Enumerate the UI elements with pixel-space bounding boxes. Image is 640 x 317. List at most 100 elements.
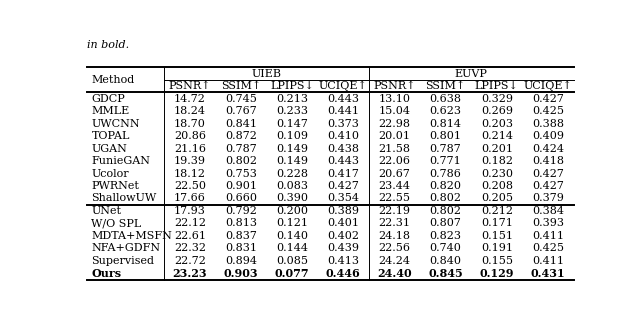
Text: 22.98: 22.98 [378, 119, 410, 128]
Text: 0.411: 0.411 [532, 256, 564, 266]
Text: 22.50: 22.50 [174, 181, 206, 191]
Text: 0.814: 0.814 [429, 119, 461, 128]
Text: EUVP: EUVP [455, 68, 488, 79]
Text: 0.379: 0.379 [532, 193, 564, 204]
Text: 0.802: 0.802 [429, 206, 461, 216]
Text: 0.903: 0.903 [223, 268, 259, 279]
Text: 22.32: 22.32 [174, 243, 206, 254]
Text: 20.01: 20.01 [378, 131, 410, 141]
Text: UCIQE↑: UCIQE↑ [524, 81, 572, 91]
Text: 0.083: 0.083 [276, 181, 308, 191]
Text: 22.06: 22.06 [378, 156, 410, 166]
Text: UWCNN: UWCNN [92, 119, 140, 128]
Text: TOPAL: TOPAL [92, 131, 130, 141]
Text: 0.354: 0.354 [327, 193, 359, 204]
Text: 23.44: 23.44 [378, 181, 410, 191]
Text: 0.085: 0.085 [276, 256, 308, 266]
Text: 0.393: 0.393 [532, 218, 564, 229]
Text: UNet: UNet [92, 206, 122, 216]
Text: 22.56: 22.56 [378, 243, 410, 254]
Text: 0.388: 0.388 [532, 119, 564, 128]
Text: 22.31: 22.31 [378, 218, 410, 229]
Text: 0.205: 0.205 [481, 193, 513, 204]
Text: 24.40: 24.40 [377, 268, 412, 279]
Text: 22.12: 22.12 [174, 218, 206, 229]
Text: 0.208: 0.208 [481, 181, 513, 191]
Text: 0.373: 0.373 [328, 119, 359, 128]
Text: 20.67: 20.67 [378, 169, 410, 178]
Text: 19.39: 19.39 [174, 156, 206, 166]
Text: 0.443: 0.443 [327, 94, 359, 104]
Text: 0.787: 0.787 [429, 144, 461, 153]
Text: Supervised: Supervised [92, 256, 154, 266]
Text: 0.427: 0.427 [532, 181, 564, 191]
Text: 0.269: 0.269 [481, 106, 513, 116]
Text: 0.413: 0.413 [327, 256, 359, 266]
Text: 0.425: 0.425 [532, 106, 564, 116]
Text: 24.24: 24.24 [378, 256, 410, 266]
Text: 0.201: 0.201 [481, 144, 513, 153]
Text: PSNR↑: PSNR↑ [168, 81, 211, 91]
Text: 0.638: 0.638 [429, 94, 461, 104]
Text: 0.438: 0.438 [327, 144, 359, 153]
Text: Ours: Ours [92, 268, 122, 279]
Text: 0.212: 0.212 [481, 206, 513, 216]
Text: 22.55: 22.55 [378, 193, 410, 204]
Text: 0.200: 0.200 [276, 206, 308, 216]
Text: 0.820: 0.820 [429, 181, 461, 191]
Text: 0.425: 0.425 [532, 243, 564, 254]
Text: 0.155: 0.155 [481, 256, 513, 266]
Text: 0.771: 0.771 [429, 156, 461, 166]
Text: 0.767: 0.767 [225, 106, 257, 116]
Text: in bold.: in bold. [88, 40, 129, 50]
Text: 0.203: 0.203 [481, 119, 513, 128]
Text: 0.823: 0.823 [429, 231, 461, 241]
Text: 0.753: 0.753 [225, 169, 257, 178]
Text: 0.213: 0.213 [276, 94, 308, 104]
Text: 0.439: 0.439 [327, 243, 359, 254]
Text: 24.18: 24.18 [378, 231, 410, 241]
Text: FunieGAN: FunieGAN [92, 156, 150, 166]
Text: 0.840: 0.840 [429, 256, 461, 266]
Text: 15.04: 15.04 [378, 106, 410, 116]
Text: UCIQE↑: UCIQE↑ [319, 81, 368, 91]
Text: GDCP: GDCP [92, 94, 125, 104]
Text: 0.872: 0.872 [225, 131, 257, 141]
Text: 0.171: 0.171 [481, 218, 513, 229]
Text: 0.418: 0.418 [532, 156, 564, 166]
Text: 0.443: 0.443 [327, 156, 359, 166]
Text: 0.233: 0.233 [276, 106, 308, 116]
Text: 18.24: 18.24 [174, 106, 206, 116]
Text: 21.16: 21.16 [174, 144, 206, 153]
Text: 0.214: 0.214 [481, 131, 513, 141]
Text: 0.384: 0.384 [532, 206, 564, 216]
Text: 0.228: 0.228 [276, 169, 308, 178]
Text: 13.10: 13.10 [378, 94, 410, 104]
Text: 0.401: 0.401 [327, 218, 359, 229]
Text: 22.61: 22.61 [174, 231, 206, 241]
Text: 0.740: 0.740 [429, 243, 461, 254]
Text: SSIM↑: SSIM↑ [426, 81, 466, 91]
Text: 23.23: 23.23 [173, 268, 207, 279]
Text: SSIM↑: SSIM↑ [221, 81, 261, 91]
Text: 0.841: 0.841 [225, 119, 257, 128]
Text: 0.837: 0.837 [225, 231, 257, 241]
Text: 0.129: 0.129 [479, 268, 514, 279]
Text: 0.402: 0.402 [327, 231, 359, 241]
Text: 0.140: 0.140 [276, 231, 308, 241]
Text: MDTA+MSFN: MDTA+MSFN [92, 231, 172, 241]
Text: 0.149: 0.149 [276, 156, 308, 166]
Text: 0.660: 0.660 [225, 193, 257, 204]
Text: 0.901: 0.901 [225, 181, 257, 191]
Text: 0.390: 0.390 [276, 193, 308, 204]
Text: 0.191: 0.191 [481, 243, 513, 254]
Text: 0.446: 0.446 [326, 268, 361, 279]
Text: 20.86: 20.86 [174, 131, 206, 141]
Text: 0.745: 0.745 [225, 94, 257, 104]
Text: 0.410: 0.410 [327, 131, 359, 141]
Text: 0.894: 0.894 [225, 256, 257, 266]
Text: Ucolor: Ucolor [92, 169, 129, 178]
Text: 0.787: 0.787 [225, 144, 257, 153]
Text: 0.149: 0.149 [276, 144, 308, 153]
Text: UGAN: UGAN [92, 144, 127, 153]
